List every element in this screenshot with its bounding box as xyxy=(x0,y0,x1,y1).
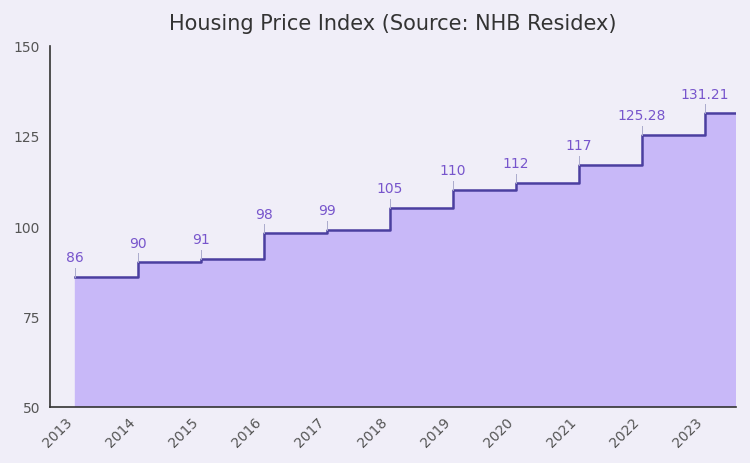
Text: 105: 105 xyxy=(376,182,403,196)
Title: Housing Price Index (Source: NHB Residex): Housing Price Index (Source: NHB Residex… xyxy=(170,14,616,34)
Text: 90: 90 xyxy=(129,236,147,250)
Text: 125.28: 125.28 xyxy=(617,109,666,123)
Text: 99: 99 xyxy=(318,204,336,218)
Polygon shape xyxy=(75,114,736,407)
Text: 91: 91 xyxy=(192,232,210,246)
Text: 112: 112 xyxy=(503,157,529,171)
Text: 131.21: 131.21 xyxy=(680,88,729,101)
Text: 110: 110 xyxy=(440,164,466,178)
Text: 86: 86 xyxy=(66,250,84,264)
Text: 117: 117 xyxy=(566,139,592,153)
Text: 98: 98 xyxy=(255,207,273,221)
